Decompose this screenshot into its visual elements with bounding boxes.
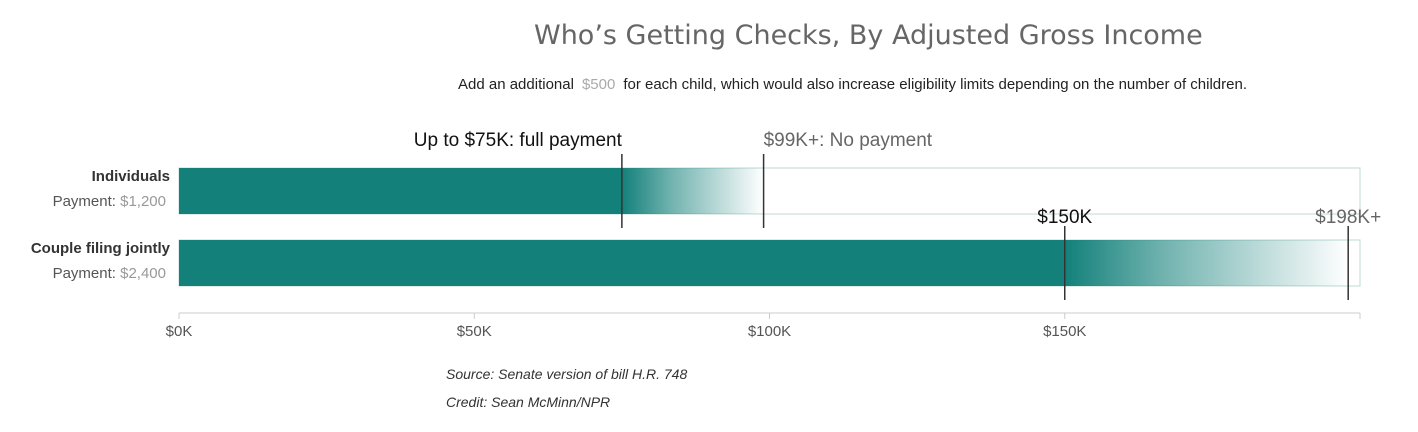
- source-note: Source: Senate version of bill H.R. 748: [446, 366, 688, 382]
- x-tick-label: $150K: [1043, 323, 1086, 340]
- chart-subtitle: Add an additional $500 for each child, whi…: [458, 76, 1247, 93]
- marker-label: $150K: [1037, 207, 1092, 228]
- series-name: Individuals: [92, 168, 170, 185]
- payment-label: Payment: $2,400: [53, 265, 166, 282]
- subtitle-text-end: for each child, which would also increas…: [623, 76, 1247, 93]
- x-tick-label: $100K: [748, 323, 791, 340]
- credit-note: Credit: Sean McMinn/NPR: [446, 394, 611, 410]
- bar-full-payment: [179, 240, 1065, 286]
- bar-phase-out: [1064, 240, 1349, 286]
- subtitle-child-amount: $500: [581, 76, 616, 93]
- payment-amount: $2,400: [120, 265, 166, 282]
- payment-label: Payment: $1,200: [53, 193, 166, 210]
- marker-label: Up to $75K: full payment: [414, 130, 623, 151]
- x-tick-label: $50K: [457, 323, 492, 340]
- payment-prefix: Payment:: [53, 193, 121, 210]
- subtitle-text-start: Add an additional: [458, 76, 574, 93]
- marker-label: $198K+: [1315, 207, 1381, 228]
- x-tick-label: $0K: [166, 323, 193, 340]
- marker-label: $99K+: No payment: [764, 130, 933, 151]
- payment-prefix: Payment:: [53, 265, 121, 282]
- bar-full-payment: [179, 168, 622, 214]
- payment-amount: $1,200: [120, 193, 166, 210]
- series-name: Couple filing jointly: [31, 240, 171, 257]
- bar-phase-out: [621, 168, 764, 214]
- chart-title: Who’s Getting Checks, By Adjusted Gross …: [534, 20, 1203, 51]
